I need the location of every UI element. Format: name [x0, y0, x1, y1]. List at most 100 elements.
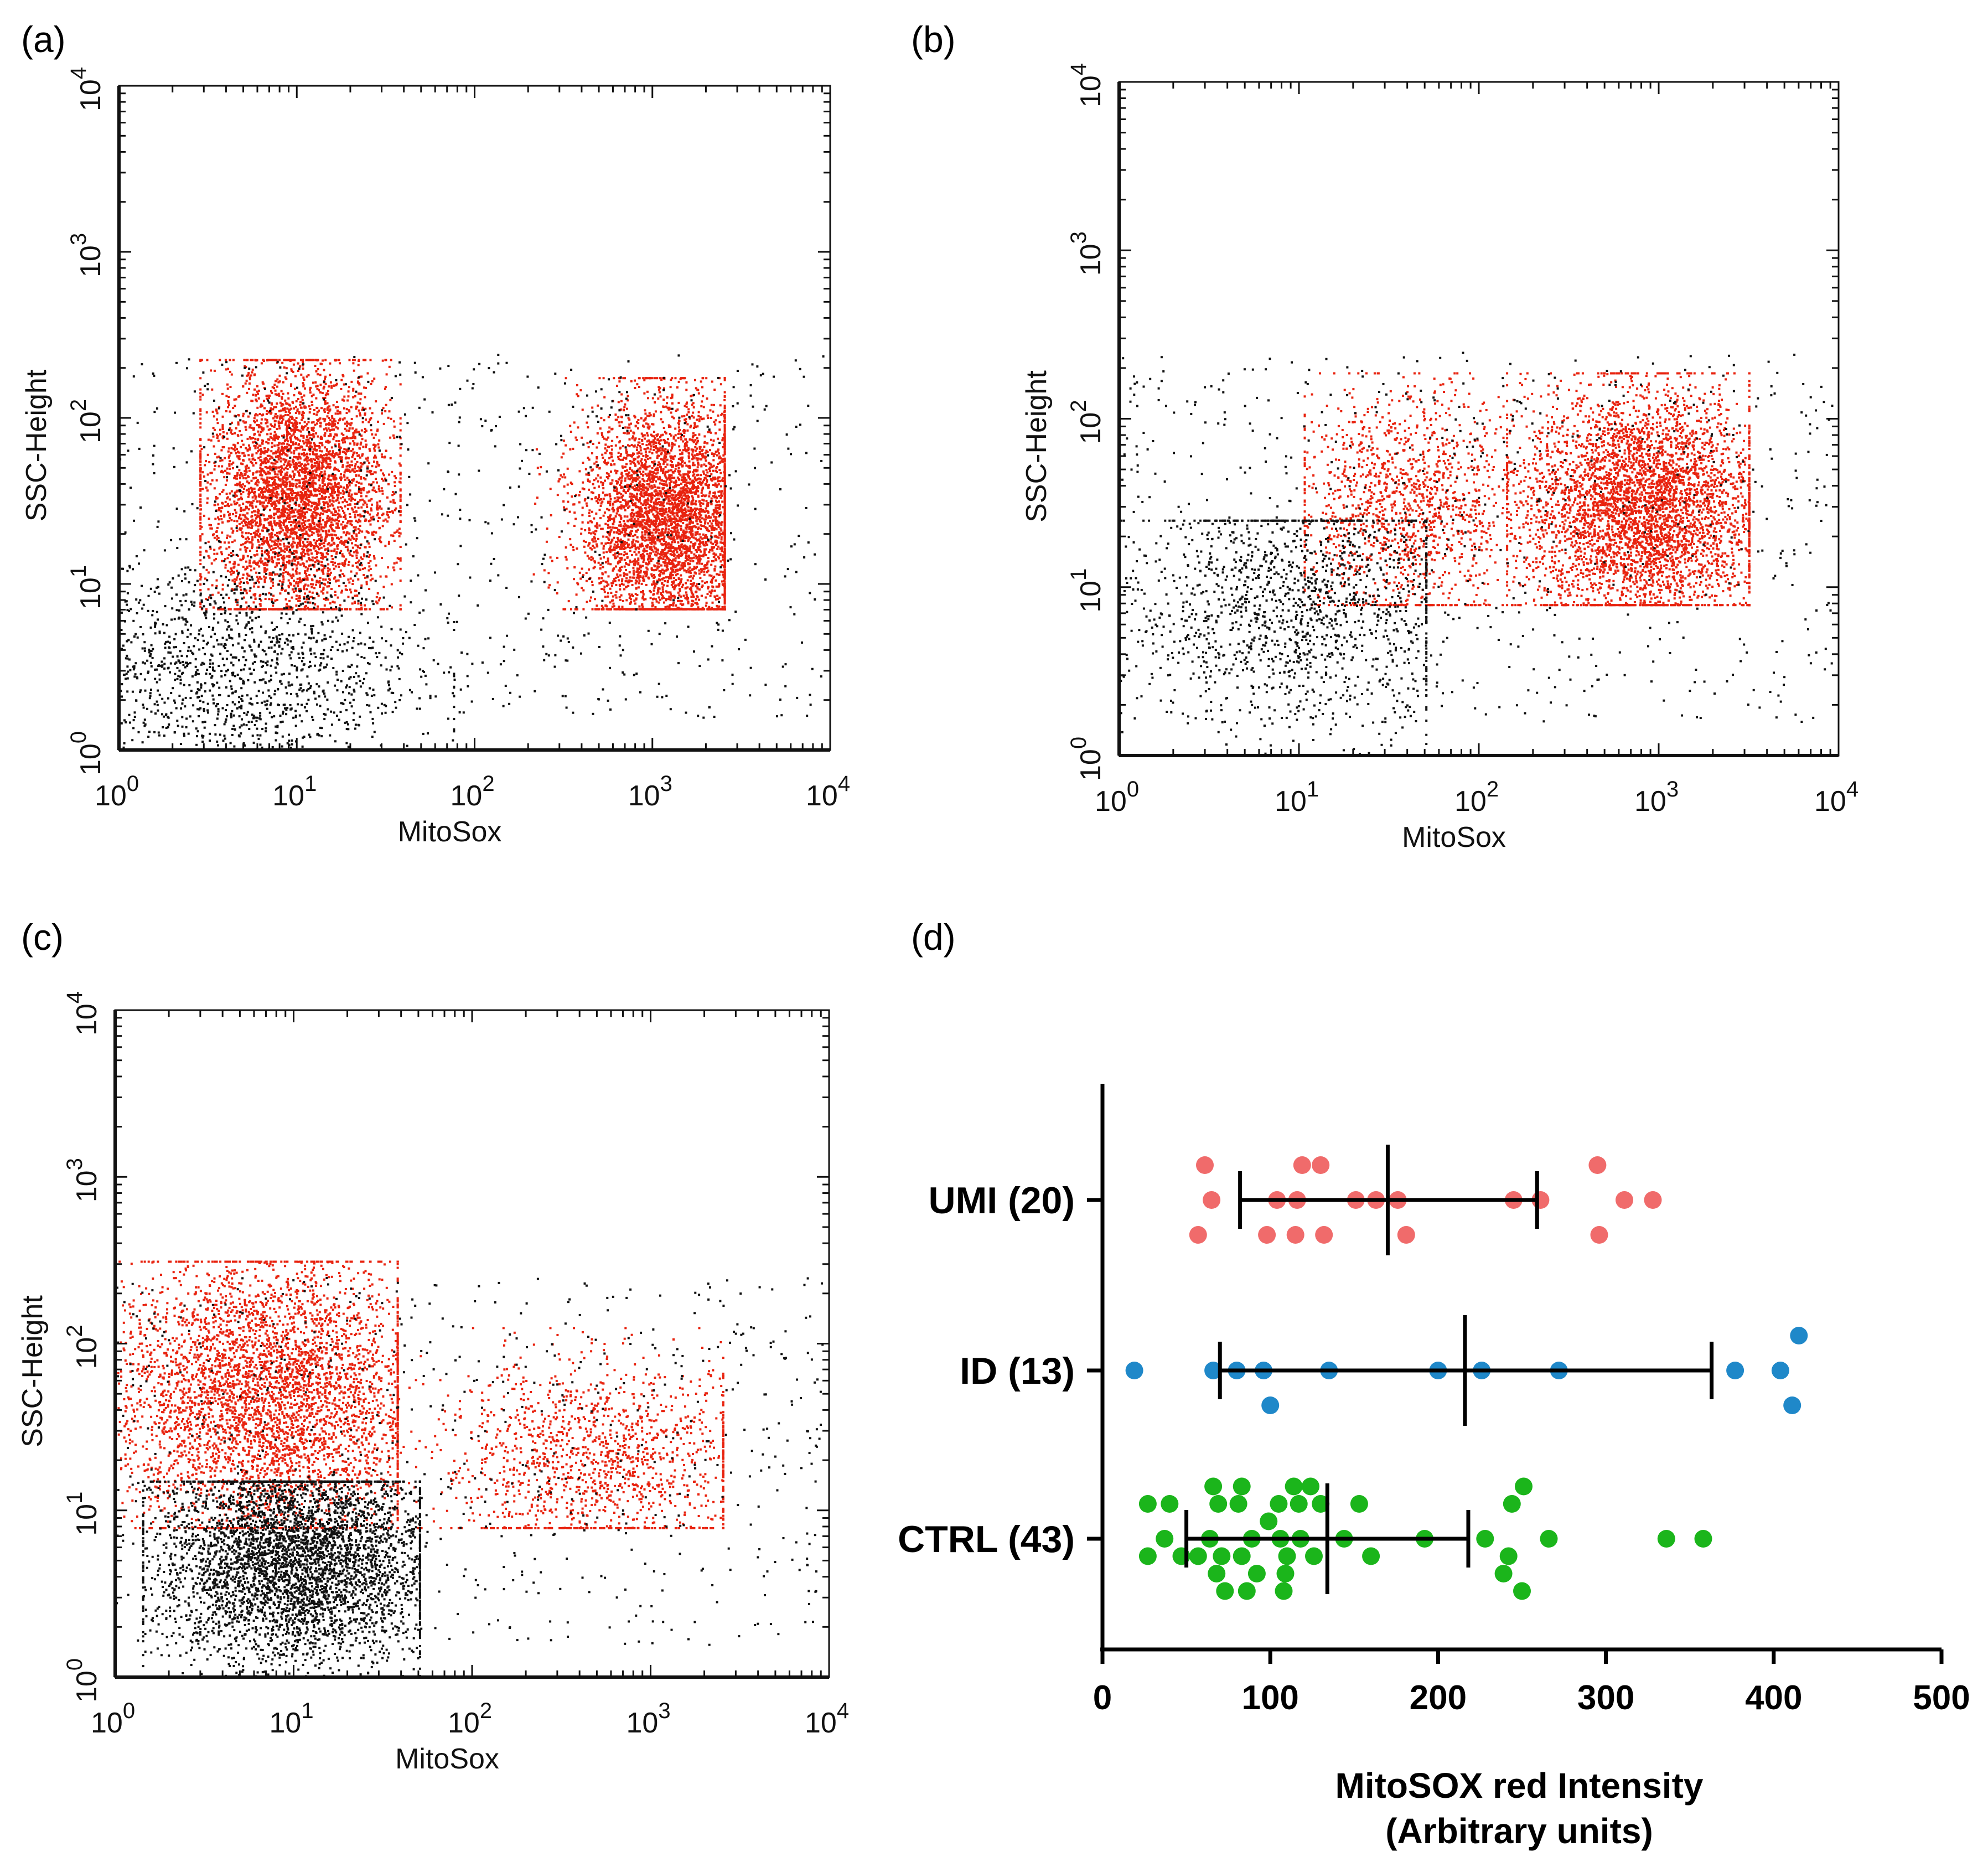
data-point — [1616, 1191, 1633, 1209]
population-gated-2 — [533, 377, 726, 610]
y-tick-label: 100 — [66, 731, 107, 775]
data-point — [1204, 1478, 1222, 1496]
x-tick-label: 400 — [1745, 1679, 1802, 1717]
group-id-13: ID (13) — [960, 1315, 1808, 1426]
population-ungated-low — [142, 1481, 421, 1678]
data-point — [1189, 1226, 1207, 1244]
data-point — [1350, 1495, 1368, 1513]
group-ctrl-43: CTRL (43) — [898, 1478, 1712, 1600]
y-tick-label: 103 — [1067, 231, 1107, 276]
y-tick-label: 102 — [63, 1325, 103, 1369]
data-point — [1476, 1530, 1494, 1548]
data-point — [1216, 1582, 1234, 1600]
data-point — [1783, 1396, 1801, 1414]
x-tick-label: 103 — [1634, 777, 1679, 818]
figure: (a) (b) (c) (d) 100 101 102 103 104100101102… — [0, 0, 1988, 1857]
x-tick-label: 104 — [1814, 777, 1858, 818]
population-gated-1 — [1304, 373, 1554, 607]
panel-label-a: (a) — [21, 19, 66, 60]
x-tick-label: 102 — [451, 772, 495, 812]
x-tick-label: 101 — [270, 1699, 314, 1739]
y-tick-label: 100 — [63, 1658, 103, 1703]
y-tick-label: 102 — [66, 399, 107, 443]
data-point — [1305, 1548, 1323, 1565]
data-point — [1644, 1191, 1662, 1209]
x-tick-label: 101 — [272, 772, 317, 812]
data-point — [1503, 1495, 1521, 1513]
panel-label-b: (b) — [911, 19, 956, 60]
data-point — [1315, 1226, 1333, 1244]
x-tick-label: 104 — [806, 772, 850, 812]
x-axis-title-line: (Arbitrary units) — [1385, 1811, 1653, 1851]
data-point — [1515, 1478, 1533, 1496]
x-tick-label: 0 — [1093, 1679, 1112, 1717]
data-point — [1302, 1478, 1319, 1496]
sparse-events — [116, 1277, 824, 1646]
data-point — [1161, 1495, 1178, 1513]
data-point — [1287, 1226, 1304, 1244]
data-point — [1248, 1565, 1266, 1582]
data-point — [1126, 1362, 1143, 1379]
x-tick-label: 102 — [1454, 777, 1499, 818]
data-point — [1695, 1530, 1712, 1548]
population-gated-2 — [392, 1327, 724, 1529]
data-point — [1189, 1548, 1207, 1565]
x-tick-label: 100 — [91, 1699, 135, 1739]
data-point — [1196, 1156, 1214, 1174]
data-point — [1230, 1495, 1247, 1513]
data-point — [1209, 1495, 1227, 1513]
x-axis-title: MitoSox — [398, 816, 502, 848]
data-point — [1591, 1226, 1608, 1244]
sparse-events — [1120, 352, 1833, 724]
x-tick-label: 102 — [448, 1699, 492, 1739]
x-tick-label: 103 — [627, 1699, 671, 1739]
x-tick-label: 500 — [1913, 1679, 1970, 1717]
flow-plot-b: 100 101 102 103 104100101102103104MitoSoxSSC… — [1021, 63, 1858, 854]
data-point — [1213, 1548, 1230, 1565]
data-point — [1290, 1495, 1308, 1513]
data-point — [1278, 1548, 1296, 1565]
y-tick-label: 104 — [1067, 63, 1107, 107]
data-point — [1790, 1327, 1808, 1344]
data-point — [1312, 1156, 1329, 1174]
data-point — [1772, 1362, 1789, 1379]
plot-frame — [1119, 82, 1839, 756]
category-label: UMI (20) — [929, 1180, 1075, 1222]
plot-frame — [119, 86, 830, 750]
data-point — [1208, 1565, 1225, 1582]
population-ungated-low — [1120, 520, 1427, 757]
y-tick-label: 101 — [1067, 568, 1107, 613]
data-point — [1238, 1582, 1256, 1600]
y-tick-label: 103 — [66, 233, 107, 277]
flow-plot-a: 100 101 102 103 104100101102103104MitoSoxSSC… — [20, 67, 850, 848]
x-tick-label: 300 — [1577, 1679, 1634, 1717]
data-point — [1156, 1530, 1173, 1548]
data-point — [1275, 1582, 1293, 1600]
x-tick-label: 100 — [95, 772, 139, 812]
x-axis-title: MitoSox — [395, 1743, 499, 1775]
data-point — [1203, 1191, 1220, 1209]
sparse-events — [119, 354, 825, 719]
y-tick-label: 104 — [63, 991, 103, 1036]
data-point — [1588, 1156, 1606, 1174]
x-tick-label: 200 — [1410, 1679, 1467, 1717]
data-point — [1362, 1548, 1380, 1565]
y-tick-label: 101 — [66, 565, 107, 609]
y-axis-title: SSC-Height — [17, 1295, 49, 1447]
x-axis-title-line: MitoSOX red Intensity — [1335, 1766, 1704, 1806]
panel-label-d: (d) — [911, 917, 956, 958]
data-point — [1277, 1565, 1295, 1582]
y-tick-label: 101 — [63, 1492, 103, 1536]
x-tick-label: 104 — [805, 1699, 849, 1739]
data-point — [1139, 1548, 1157, 1565]
population-ungated-low — [121, 538, 455, 751]
category-label: CTRL (43) — [898, 1518, 1075, 1560]
data-point — [1233, 1478, 1251, 1496]
data-point — [1500, 1548, 1518, 1565]
y-axis-title: SSC-Height — [20, 369, 53, 521]
population-gated-2 — [1506, 373, 1751, 607]
y-tick-label: 102 — [1067, 400, 1107, 444]
data-point — [1540, 1530, 1558, 1548]
data-point — [1495, 1565, 1513, 1582]
